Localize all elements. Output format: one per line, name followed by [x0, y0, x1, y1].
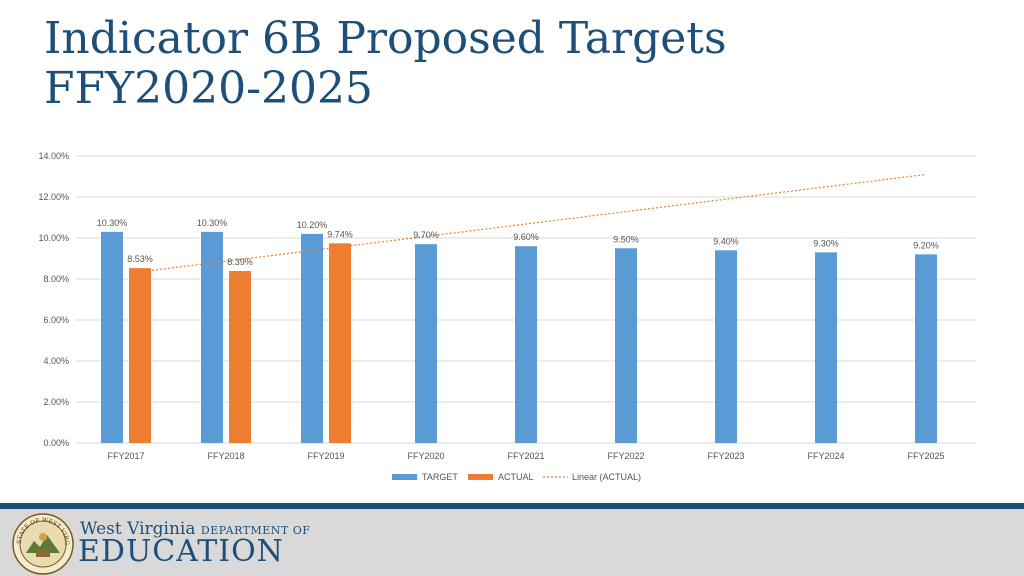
dept-label: DEPARTMENT OF [200, 524, 311, 537]
actual-data-label: 8.53% [127, 254, 153, 264]
x-tick-label: FFY2018 [207, 451, 244, 461]
target-bar [715, 250, 737, 443]
x-tick-label: FFY2025 [907, 451, 944, 461]
legend-label-trendline: Linear (ACTUAL) [572, 472, 641, 482]
legend-swatch-target [392, 474, 417, 480]
x-tick-label: FFY2017 [107, 451, 144, 461]
target-bar [301, 233, 323, 443]
x-tick-label: FFY2023 [707, 451, 744, 461]
actual-bar [129, 268, 151, 443]
bars [101, 231, 937, 443]
target-bar [815, 252, 837, 443]
target-data-label: 10.30% [197, 218, 228, 228]
x-tick-label: FFY2022 [607, 451, 644, 461]
org-name: West Virginia DEPARTMENT OF [80, 519, 310, 539]
y-tick-label: 12.00% [38, 192, 69, 202]
x-tick-label: FFY2024 [807, 451, 844, 461]
legend-label-target: TARGET [422, 472, 458, 482]
target-data-label: 9.30% [813, 238, 839, 248]
footer-accent-bar [0, 503, 1024, 509]
target-data-label: 10.20% [297, 220, 328, 230]
y-tick-label: 8.00% [43, 274, 69, 284]
target-bar [515, 246, 537, 443]
org-name-text: West Virginia [80, 519, 196, 539]
target-bar [101, 231, 123, 443]
bar-chart: 0.00% 2.00% 4.00% 6.00% 8.00% 10.00% 12.00% 14.… [38, 151, 976, 482]
slide-title-line2: FFY2020-2025 [44, 63, 373, 114]
legend: TARGET ACTUAL Linear (ACTUAL) [392, 472, 641, 482]
data-labels: 10.30% 8.53% 10.30% 8.39% 10.20%9.74% 9.70% 9.… [97, 218, 939, 267]
y-tick-label: 0.00% [43, 438, 69, 448]
target-data-label: 9.20% [913, 240, 939, 250]
target-bar [615, 248, 637, 443]
x-axis-ticks: FFY2017 FFY2018 FFY2019 FFY2020 FFY2021 FFY20… [107, 451, 944, 461]
footer-band [0, 509, 1024, 576]
education-label: EDUCATION [78, 534, 284, 569]
y-axis-ticks: 0.00% 2.00% 4.00% 6.00% 8.00% 10.00% 12.00% 14.… [38, 151, 69, 448]
actual-data-label: 9.74% [327, 229, 353, 239]
y-tick-label: 14.00% [38, 151, 69, 161]
x-tick-label: FFY2020 [407, 451, 444, 461]
target-data-label: 9.70% [413, 230, 439, 240]
state-seal-logo: STATE OF WEST VIRGINIA [12, 513, 74, 575]
actual-bar [329, 243, 351, 443]
legend-swatch-actual [468, 474, 493, 480]
y-tick-label: 10.00% [38, 233, 69, 243]
target-data-label: 9.50% [613, 234, 639, 244]
target-bar [915, 254, 937, 443]
linear-trendline [139, 173, 927, 273]
y-tick-label: 4.00% [43, 356, 69, 366]
target-data-label: 10.30% [97, 218, 128, 228]
target-data-label: 9.40% [713, 236, 739, 246]
slide-title-line1: Indicator 6B Proposed Targets [44, 13, 727, 64]
actual-data-label: 8.39% [227, 257, 253, 267]
target-data-label: 9.60% [513, 232, 539, 242]
x-tick-label: FFY2019 [307, 451, 344, 461]
y-tick-label: 6.00% [43, 315, 69, 325]
target-bar [415, 244, 437, 443]
trendline-group [139, 173, 927, 273]
legend-label-actual: ACTUAL [498, 472, 534, 482]
target-bar [201, 231, 223, 443]
y-tick-label: 2.00% [43, 397, 69, 407]
slide-title: Indicator 6B Proposed Targets FFY2020-20… [44, 14, 727, 114]
actual-bar [229, 271, 251, 443]
x-tick-label: FFY2021 [507, 451, 544, 461]
